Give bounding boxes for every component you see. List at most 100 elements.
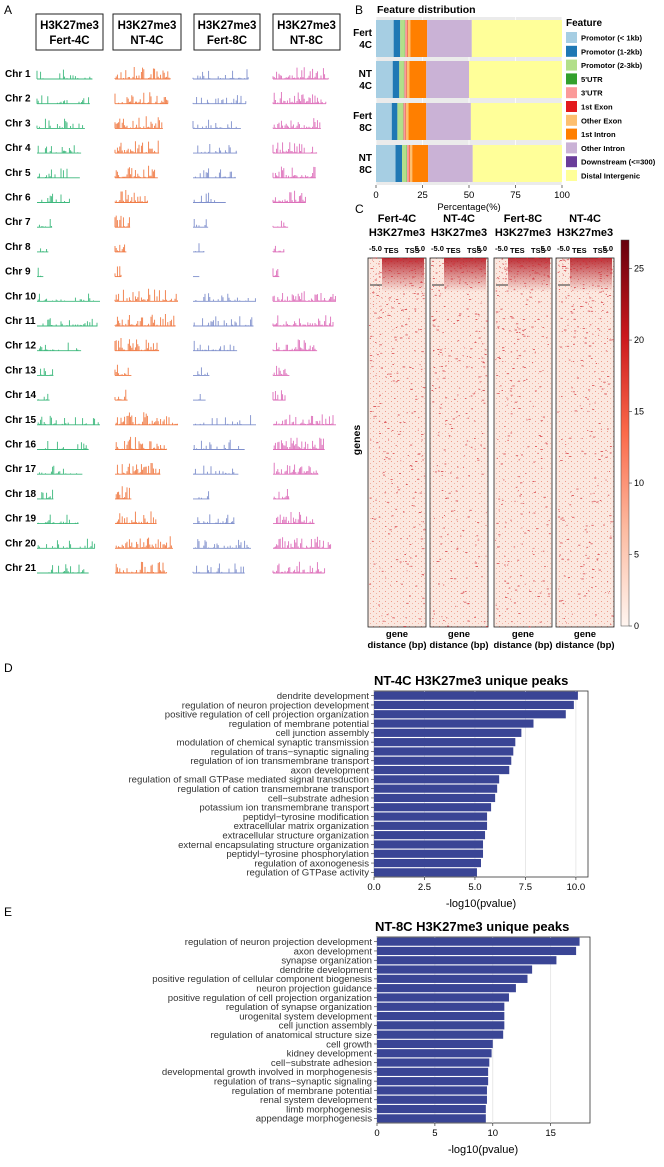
tick-label: -5.0 [495, 244, 508, 253]
x-axis-label: gene [386, 629, 408, 640]
chromosome-label: Chr 15 [5, 415, 37, 426]
bar [374, 840, 484, 849]
signal-track [114, 116, 163, 129]
signal-track [193, 439, 245, 450]
bar [377, 1030, 504, 1039]
bar [377, 965, 533, 974]
x-axis-label: distance (bp) [367, 640, 426, 651]
bar [374, 728, 522, 737]
bar [374, 849, 484, 858]
category-label: regulation of cation transmembrane trans… [178, 784, 370, 795]
signal-track [114, 389, 128, 401]
bar [374, 747, 514, 756]
heatmap-title: NT-4C [569, 213, 601, 225]
chromosome-label: Chr 5 [5, 168, 31, 179]
signal-track [36, 118, 85, 129]
legend-item: 5'UTR [566, 73, 603, 85]
tick-label: 20 [634, 335, 644, 345]
bar [377, 974, 528, 983]
signal-track [36, 95, 90, 105]
signal-track [193, 192, 226, 203]
category-label: regulation of anatomical structure size [210, 1030, 372, 1041]
chromosome-row: Chr 13 [5, 364, 290, 376]
legend-label: Promotor (2-3kb) [581, 61, 643, 70]
panel-d-go-enrichment-nt4c: NT-4C H3K27me3 unique peaks 0.0 2.5 5.0 7.5… [128, 673, 589, 910]
stacked-segment [399, 61, 404, 98]
chromosome-row: Chr 4 [5, 140, 318, 154]
signal-track [115, 486, 132, 500]
heatmap-subtitle: H3K27me3 [431, 227, 487, 239]
signal-track [193, 219, 209, 228]
signal-track [272, 142, 318, 154]
tick-label: -5.0 [431, 244, 444, 253]
tick-label: 25 [634, 264, 644, 274]
chromosome-row: Chr 16 [5, 436, 325, 451]
heatmap-subtitle: H3K27me3 [495, 227, 551, 239]
track-header-line1: H3K27me3 [40, 20, 99, 32]
stacked-segment [395, 145, 403, 182]
chromosome-row: Chr 7 [5, 215, 289, 228]
tick-label: 5.0 [603, 244, 613, 253]
stacked-segment [408, 145, 410, 182]
chromosome-label: Chr 4 [5, 143, 31, 154]
bar [374, 793, 496, 803]
signal-track [114, 364, 132, 376]
heatmap-signal [495, 257, 551, 628]
signal-track [272, 92, 327, 105]
stacked-segment [376, 20, 394, 57]
x-axis-label: distance (bp) [555, 640, 614, 651]
stacked-segment [392, 61, 400, 98]
signal-track [37, 318, 98, 327]
heatmap-signal [557, 257, 614, 626]
signal-track [115, 561, 168, 574]
legend-label: Other Intron [581, 144, 625, 153]
tick-label: -5.0 [369, 244, 382, 253]
chromosome-row: Chr 12 [5, 338, 318, 352]
tick-label: 0 [374, 1128, 379, 1139]
legend-label: 3'UTR [581, 89, 603, 98]
signal-track [37, 193, 70, 203]
category-label: regulation of trans−synaptic signaling [211, 747, 369, 758]
panel-letter-b: B [355, 3, 363, 17]
tick-label: TES [446, 246, 461, 255]
chart-title: NT-8C H3K27me3 unique peaks [375, 919, 569, 934]
category-label: positive regulation of cell projection o… [168, 993, 372, 1004]
tick-label: TES [510, 246, 525, 255]
chromosome-row: Chr 2 [5, 92, 327, 105]
heatmap-title: Fert-4C [378, 213, 417, 225]
signal-track [193, 293, 256, 302]
signal-track [115, 536, 173, 549]
signal-track [273, 536, 332, 549]
signal-track [273, 489, 290, 500]
bar [374, 719, 534, 728]
category-label: regulation of small GTPase mediated sign… [128, 775, 369, 786]
heatmap-enrichment-band [382, 258, 424, 292]
signal-track [193, 340, 238, 352]
category-label: regulation of membrane potential [229, 719, 369, 730]
stacked-segment [403, 103, 406, 140]
x-axis-label: gene [512, 629, 534, 640]
category-label: synapse organization [281, 956, 372, 967]
chromosome-row: Chr 17 [5, 462, 319, 475]
chromosome-label: Chr 18 [5, 489, 37, 500]
tick-label: 5.0 [477, 244, 487, 253]
tick-label: 15 [545, 1128, 556, 1139]
bar [377, 1058, 490, 1067]
bar [377, 993, 509, 1002]
bar [377, 1095, 487, 1104]
category-label: peptidyl−tyrosine modification [243, 812, 369, 823]
stacked-segment [410, 20, 428, 57]
signal-track [272, 291, 336, 302]
signal-track [273, 462, 319, 475]
colorbar: 0 5 10 15 20 25 [620, 239, 644, 631]
track-header-fert8c: H3K27me3 Fert-8C [193, 13, 261, 51]
chromosome-row: Chr 10 [5, 288, 336, 302]
x-axis-label: gene [448, 629, 470, 640]
tick-label: 5 [634, 550, 639, 560]
chromosome-label: Chr 20 [5, 538, 37, 549]
signal-track [272, 67, 329, 80]
bar [377, 1021, 505, 1030]
chromosome-label: Chr 6 [5, 193, 31, 204]
signal-track [37, 145, 82, 154]
signal-track [273, 512, 315, 525]
